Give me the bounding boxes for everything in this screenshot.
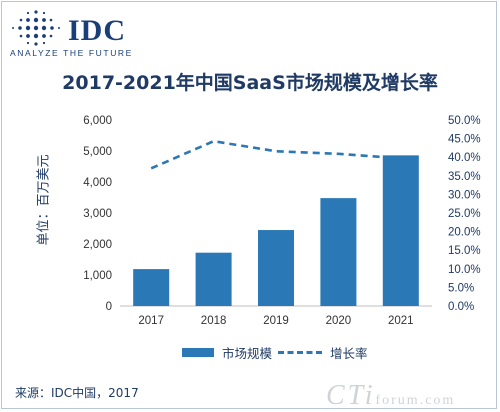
logo-brand: IDC xyxy=(68,14,127,47)
chart-title: 2017-2021年中国SaaS市场规模及增长率 xyxy=(62,72,438,94)
y-right-tick-label: 40.0% xyxy=(448,152,481,164)
legend-line-label: 增长率 xyxy=(330,346,368,361)
y-right-tick-label: 45.0% xyxy=(448,134,481,146)
legend: 市场规模 增长率 xyxy=(0,343,500,363)
bar xyxy=(258,230,294,306)
idc-logo: IDC ANALYZE THE FUTURE xyxy=(10,8,140,58)
logo-tagline: ANALYZE THE FUTURE xyxy=(10,48,133,58)
legend-line-swatch xyxy=(278,351,322,354)
legend-bar-swatch xyxy=(182,348,214,357)
watermark-small: forum.com xyxy=(375,393,456,408)
watermark: CTiforum.com xyxy=(326,380,455,412)
y-right-tick-label: 50.0% xyxy=(448,115,481,127)
bar xyxy=(382,155,419,306)
y-right-tick-label: 30.0% xyxy=(448,189,481,201)
y-right-tick-label: 35.0% xyxy=(448,171,481,183)
watermark-big: CTi xyxy=(326,380,376,411)
y-right-tick-label: 5.0% xyxy=(448,282,474,294)
bar xyxy=(195,252,232,306)
y-left-tick-label: 2,000 xyxy=(83,239,112,251)
y-left-tick-label: 4,000 xyxy=(83,177,112,189)
bar xyxy=(320,198,357,306)
bar xyxy=(133,269,170,306)
y-left-tick-label: 3,000 xyxy=(83,208,112,220)
y-right-tick-label: 25.0% xyxy=(448,208,481,220)
y-left-tick-label: 6,000 xyxy=(83,115,112,127)
growth-rate-line xyxy=(150,139,401,170)
x-tick-label: 2019 xyxy=(263,315,289,327)
x-tick-label: 2017 xyxy=(138,315,164,327)
source-note: 来源：IDC中国，2017 xyxy=(15,386,139,400)
legend-bar-label: 市场规模 xyxy=(222,346,273,361)
y-left-tick-label: 1,000 xyxy=(83,270,112,282)
y-left-tick-label: 5,000 xyxy=(83,146,112,158)
x-tick-label: 2018 xyxy=(201,315,227,327)
x-tick-label: 2021 xyxy=(388,315,414,327)
y-left-tick-label: 0 xyxy=(106,301,112,313)
y-right-tick-label: 15.0% xyxy=(448,245,481,257)
y-right-tick-label: 10.0% xyxy=(448,264,481,276)
legend-item-bars: 市场规模 xyxy=(182,343,272,362)
legend-item-line: 增长率 xyxy=(278,343,368,362)
y-right-tick-label: 20.0% xyxy=(448,227,481,239)
x-tick-label: 2020 xyxy=(326,315,352,327)
idc-globe-icon xyxy=(12,10,60,46)
y-right-tick-label: 0.0% xyxy=(448,301,474,313)
